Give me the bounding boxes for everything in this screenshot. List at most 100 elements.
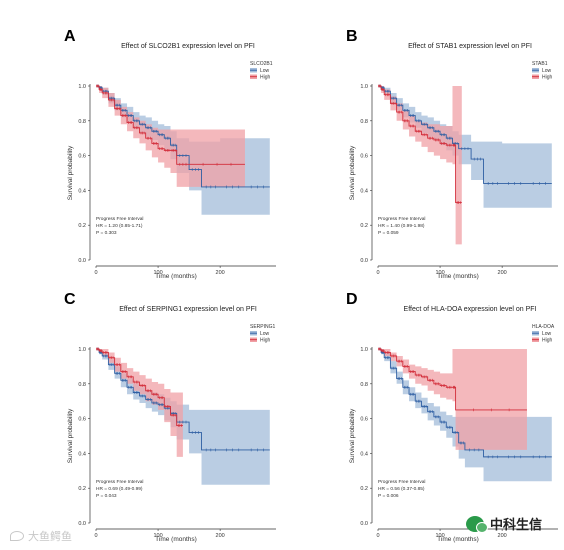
x-tick-label: 200 bbox=[216, 270, 225, 276]
panel-letter: C bbox=[64, 291, 76, 308]
stat-annotation: HR = 1.20 (0.85-1.71) bbox=[96, 223, 143, 229]
y-tick-label: 0.6 bbox=[360, 417, 368, 423]
stat-annotation: P = 0.303 bbox=[96, 230, 117, 236]
km-plot: Effect of STAB1 expression level on PFI S… bbox=[349, 43, 558, 280]
y-tick-label: 0.4 bbox=[78, 188, 86, 194]
survival-curve-high bbox=[378, 348, 527, 411]
x-tick-label: 200 bbox=[498, 533, 507, 539]
legend-label-low: Low bbox=[542, 68, 552, 74]
panel-d: D Effect of HLA-DOA expression level on P… bbox=[282, 285, 564, 543]
x-tick-label: 0 bbox=[94, 270, 97, 276]
stat-annotation: Progress Free Interval bbox=[378, 479, 425, 485]
x-axis-label: Time (months) bbox=[155, 273, 197, 280]
stat-annotation: HR = 0.56 (0.37-0.85) bbox=[378, 486, 425, 492]
brand: 中科生信 bbox=[466, 514, 542, 533]
x-tick-label: 200 bbox=[216, 533, 225, 539]
y-tick-label: 0.6 bbox=[360, 154, 368, 160]
legend-label-high: High bbox=[542, 338, 553, 344]
confidence-band-low bbox=[378, 86, 552, 208]
stat-annotation: HR = 0.69 (0.49-0.99) bbox=[96, 486, 143, 492]
panel-b: B Effect of STAB1 expression level on PFI… bbox=[282, 22, 564, 280]
y-tick-label: 0.0 bbox=[78, 258, 86, 264]
legend-label-low: Low bbox=[260, 331, 270, 337]
panel-c: C Effect of SERPING1 expression level on … bbox=[0, 285, 282, 543]
survival-curve-low bbox=[378, 348, 552, 458]
x-tick-label: 100 bbox=[153, 270, 162, 276]
x-axis-label: Time (months) bbox=[437, 273, 479, 280]
stat-annotation: P = 0.059 bbox=[378, 230, 399, 236]
x-tick-label: 0 bbox=[94, 533, 97, 539]
brand-text: 中科生信 bbox=[490, 517, 543, 532]
x-tick-label: 100 bbox=[153, 533, 162, 539]
stat-annotation: P = 0.006 bbox=[378, 493, 399, 499]
watermark-logo-icon bbox=[10, 531, 24, 541]
legend-title: STAB1 bbox=[532, 61, 548, 67]
y-tick-label: 0.8 bbox=[78, 119, 86, 125]
y-tick-label: 0.6 bbox=[78, 417, 86, 423]
stat-annotation: HR = 1.40 (0.99-1.98) bbox=[378, 223, 425, 229]
x-tick-label: 0 bbox=[376, 270, 379, 276]
panel-letter: A bbox=[64, 28, 76, 45]
y-tick-label: 1.0 bbox=[360, 347, 368, 353]
y-tick-label: 0.8 bbox=[360, 119, 368, 125]
x-tick-label: 200 bbox=[498, 270, 507, 276]
chart-title: Effect of SERPING1 expression level on P… bbox=[119, 306, 257, 313]
confidence-band-high bbox=[96, 349, 183, 457]
y-tick-label: 1.0 bbox=[360, 84, 368, 90]
legend-label-high: High bbox=[260, 75, 271, 81]
watermark-text: 大鱼鳄鱼 bbox=[28, 531, 72, 543]
legend-label-low: Low bbox=[542, 331, 552, 337]
y-tick-label: 0.0 bbox=[360, 521, 368, 527]
chart-title: Effect of STAB1 expression level on PFI bbox=[408, 43, 532, 50]
x-tick-label: 100 bbox=[435, 533, 444, 539]
y-axis-label: Survival probability bbox=[67, 408, 74, 463]
y-axis-label: Survival probability bbox=[349, 408, 356, 463]
stat-annotation: P = 0.043 bbox=[96, 493, 117, 499]
panel-letter: B bbox=[346, 28, 358, 45]
x-axis-label: Time (months) bbox=[155, 536, 197, 543]
legend-label-high: High bbox=[542, 75, 553, 81]
y-tick-label: 0.2 bbox=[360, 486, 368, 492]
y-tick-label: 0.4 bbox=[78, 451, 86, 457]
legend-label-high: High bbox=[260, 338, 271, 344]
confidence-band-high bbox=[378, 86, 462, 245]
y-tick-label: 0.4 bbox=[360, 451, 368, 457]
watermark: 大鱼鳄鱼 bbox=[10, 528, 72, 544]
stat-annotation: Progress Free Interval bbox=[96, 216, 143, 222]
legend-label-low: Low bbox=[260, 68, 270, 74]
y-tick-label: 1.0 bbox=[78, 347, 86, 353]
y-tick-label: 0.8 bbox=[78, 382, 86, 388]
legend-title: SERPING1 bbox=[250, 324, 276, 330]
y-tick-label: 0.4 bbox=[360, 188, 368, 194]
chart-title: Effect of SLCO2B1 expression level on PF… bbox=[121, 43, 255, 50]
legend-title: HLA-DOA bbox=[532, 324, 555, 330]
km-plot: Effect of HLA-DOA expression level on PF… bbox=[349, 306, 558, 543]
panel-a: A Effect of SLCO2B1 expression level on P… bbox=[0, 22, 282, 280]
wechat-icon bbox=[466, 515, 488, 533]
stat-annotation: Progress Free Interval bbox=[378, 216, 425, 222]
y-tick-label: 0.8 bbox=[360, 382, 368, 388]
y-tick-label: 0.2 bbox=[78, 486, 86, 492]
stat-annotation: Progress Free Interval bbox=[96, 479, 143, 485]
y-axis-label: Survival probability bbox=[67, 145, 74, 200]
x-axis-label: Time (months) bbox=[437, 536, 479, 543]
y-tick-label: 0.2 bbox=[360, 223, 368, 229]
survival-curve-low bbox=[96, 348, 270, 451]
y-tick-label: 0.0 bbox=[78, 521, 86, 527]
y-tick-label: 0.0 bbox=[360, 258, 368, 264]
panel-letter: D bbox=[346, 291, 358, 308]
x-tick-label: 100 bbox=[435, 270, 444, 276]
x-tick-label: 0 bbox=[376, 533, 379, 539]
y-tick-label: 1.0 bbox=[78, 84, 86, 90]
km-plot: Effect of SLCO2B1 expression level on PF… bbox=[67, 43, 276, 280]
survival-curve-high bbox=[378, 85, 462, 204]
chart-title: Effect of HLA-DOA expression level on PF… bbox=[404, 306, 537, 313]
y-tick-label: 0.6 bbox=[78, 154, 86, 160]
km-plot: Effect of SERPING1 expression level on P… bbox=[67, 306, 276, 543]
y-axis-label: Survival probability bbox=[349, 145, 356, 200]
confidence-band-high bbox=[96, 86, 245, 187]
